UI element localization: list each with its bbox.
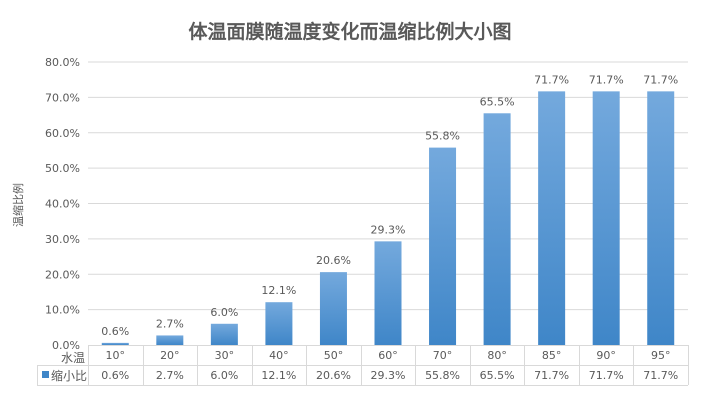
data-label: 71.7% <box>589 73 624 86</box>
data-label: 2.7% <box>156 317 184 330</box>
y-tick-label: 40.0% <box>45 198 80 211</box>
x-tick-label: 40° <box>269 349 289 362</box>
x-tick-label: 50° <box>324 349 344 362</box>
data-label: 6.0% <box>210 306 238 319</box>
bar <box>156 335 184 345</box>
table-cell: 12.1% <box>261 369 296 382</box>
table-cell: 6.0% <box>210 369 238 382</box>
x-axis-label: 水温 <box>61 351 85 365</box>
data-label: 12.1% <box>261 284 296 297</box>
bar <box>429 147 457 345</box>
bar <box>374 241 402 345</box>
x-tick-label: 10° <box>106 349 126 362</box>
bar <box>265 302 293 345</box>
y-tick-label: 50.0% <box>45 162 80 175</box>
table-cell: 55.8% <box>425 369 460 382</box>
bar <box>210 323 238 345</box>
bar <box>101 342 129 345</box>
data-label: 71.7% <box>643 73 678 86</box>
bar <box>538 91 566 345</box>
table-cell: 2.7% <box>156 369 184 382</box>
y-tick-label: 70.0% <box>45 91 80 104</box>
y-axis-label: 温缩比例 <box>11 183 25 227</box>
x-tick-label: 95° <box>651 349 671 362</box>
y-tick-label: 0.0% <box>52 339 80 352</box>
x-tick-label: 85° <box>542 349 562 362</box>
x-tick-label: 70° <box>433 349 453 362</box>
x-tick-label: 60° <box>378 349 398 362</box>
table-cell: 71.7% <box>589 369 624 382</box>
x-tick-label: 20° <box>160 349 180 362</box>
data-label: 55.8% <box>425 130 460 143</box>
bar <box>483 113 511 345</box>
data-label: 71.7% <box>534 73 569 86</box>
y-tick-label: 20.0% <box>45 268 80 281</box>
table-cell: 71.7% <box>534 369 569 382</box>
x-tick-label: 30° <box>215 349 235 362</box>
bar <box>647 91 675 345</box>
y-tick-label: 30.0% <box>45 233 80 246</box>
table-cell: 20.6% <box>316 369 351 382</box>
legend-label: 缩小比 <box>51 368 87 383</box>
bar <box>592 91 620 345</box>
table-cell: 29.3% <box>371 369 406 382</box>
chart-title: 体温面膜随温度变化而温缩比例大小图 <box>188 20 511 43</box>
x-tick-label: 80° <box>487 349 507 362</box>
data-label: 0.6% <box>101 325 129 338</box>
bar <box>319 272 347 345</box>
data-label: 20.6% <box>316 254 351 267</box>
y-tick-label: 10.0% <box>45 304 80 317</box>
data-label: 65.5% <box>480 95 515 108</box>
x-tick-label: 90° <box>596 349 616 362</box>
table-cell: 0.6% <box>101 369 129 382</box>
data-label: 29.3% <box>371 223 406 236</box>
y-tick-label: 60.0% <box>45 127 80 140</box>
table-cell: 65.5% <box>480 369 515 382</box>
legend-swatch <box>42 371 49 378</box>
table-cell: 71.7% <box>643 369 678 382</box>
y-tick-label: 80.0% <box>45 56 80 69</box>
